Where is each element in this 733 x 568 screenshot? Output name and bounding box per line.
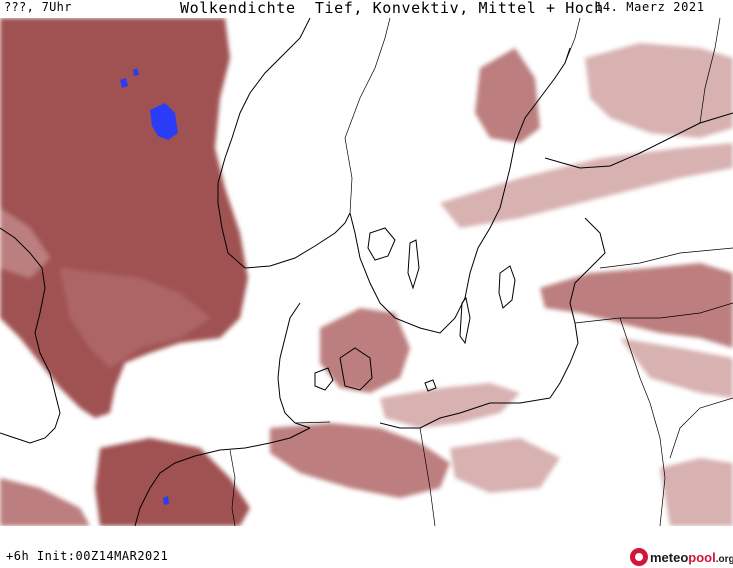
- cloud-cover-layer: [0, 18, 733, 526]
- border-lithuania-belarus: [619, 317, 651, 404]
- logo-text-meteo: meteo: [650, 549, 689, 565]
- border-poland-east: [649, 402, 666, 526]
- coastline-bornholm: [424, 379, 437, 392]
- meteopool-logo[interactable]: meteopool.org: [630, 546, 733, 568]
- cloud-area-finland: [585, 43, 733, 138]
- cloud-area-north-germany: [270, 423, 450, 498]
- forecast-time-label: ???, 7Uhr: [4, 0, 72, 14]
- precipitation-layer: [120, 68, 178, 505]
- coastline-baltics: [549, 217, 606, 399]
- logo-text-pool: pool: [688, 549, 716, 565]
- border-norway-sweden: [344, 18, 391, 214]
- border-layer: [229, 18, 733, 526]
- map-footer: +6h Init:00Z14MAR2021 meteopool.org: [0, 526, 733, 566]
- coastline-north-sea-south: [134, 427, 311, 526]
- precip-patch-1: [150, 103, 178, 140]
- cloud-area-baltic-band: [440, 143, 733, 228]
- precip-patch-2: [120, 78, 128, 88]
- forecast-date: 14. Maerz 2021: [595, 0, 705, 14]
- cloud-area-north-sea-light: [60, 268, 210, 368]
- precip-patch-3: [133, 68, 139, 76]
- cloud-area-southeast: [660, 458, 733, 526]
- coastline-uk: [0, 227, 61, 444]
- border-estonia-latvia: [599, 247, 733, 269]
- border-belarus-russia: [669, 397, 733, 459]
- logo-text-suffix: .org: [715, 553, 733, 565]
- border-latvia-lithuania: [574, 302, 733, 324]
- run-info-label: +6h Init:00Z14MAR2021: [6, 549, 169, 563]
- border-germany-poland: [419, 427, 436, 526]
- cloud-area-baltic-states: [540, 263, 733, 348]
- coastline-zealand: [339, 347, 373, 391]
- cloud-area-north-sea-edge: [0, 208, 50, 278]
- coastline-sweden: [349, 47, 571, 334]
- coastline-funen: [314, 367, 334, 391]
- cloud-area-south-baltic: [380, 383, 520, 428]
- border-denmark-germany: [294, 421, 331, 424]
- lake-vattern: [407, 239, 420, 290]
- coastline-norway: [217, 18, 351, 269]
- precip-patch-4: [163, 496, 169, 505]
- cloud-area-belarus: [620, 338, 733, 398]
- border-germany-netherlands: [229, 449, 236, 526]
- coastline-south-baltic: [379, 397, 551, 429]
- cloud-area-central-germany: [450, 438, 560, 493]
- coastline-oland: [459, 296, 471, 345]
- meteopool-logo-text: meteopool.org: [650, 550, 733, 565]
- cloud-area-netherlands: [95, 438, 250, 526]
- coastline-gotland: [498, 265, 516, 309]
- cloud-area-sweden: [475, 48, 540, 143]
- border-finland-russia: [699, 18, 721, 124]
- coastline-layer: [0, 18, 733, 526]
- cloud-area-belgium: [0, 478, 90, 526]
- lake-vanern: [367, 227, 396, 261]
- map-title: Wolkendichte Tief, Konvektiv, Mittel + H…: [180, 0, 604, 17]
- cloud-density-map: [0, 18, 733, 526]
- border-sweden-finland: [564, 18, 581, 64]
- meteopool-logo-icon: [630, 548, 648, 566]
- map-header: ???, 7Uhr Wolkendichte Tief, Konvektiv, …: [0, 0, 733, 18]
- coastline-jutland: [277, 302, 311, 429]
